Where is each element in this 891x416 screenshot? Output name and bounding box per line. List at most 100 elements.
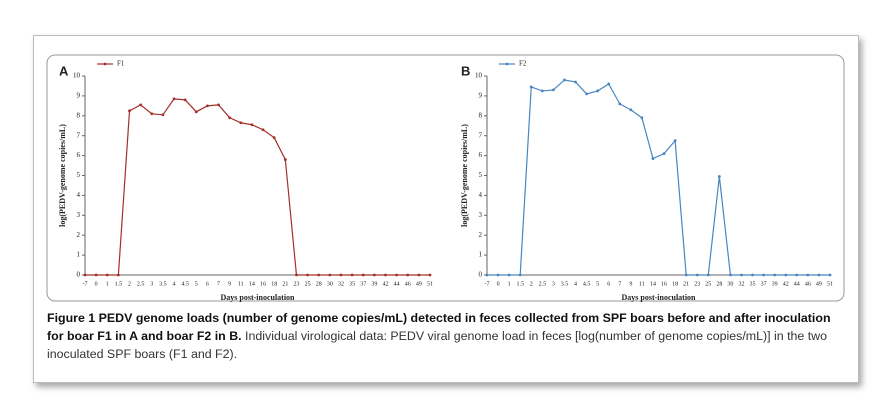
x-tick-label: 3.5 [159,281,167,287]
x-tick-label: 39 [371,281,377,287]
legend-label: F2 [519,60,527,68]
point [795,273,799,277]
point [339,273,343,277]
x-tick-label: 5 [195,281,198,287]
x-tick-label: 6 [607,281,610,287]
point [540,89,544,93]
y-tick-label: 10 [475,72,483,80]
point [496,273,500,277]
point [551,88,555,92]
point [372,273,376,277]
point [406,273,410,277]
x-tick-label: 14 [650,281,656,287]
x-tick-label: 30 [327,281,333,287]
point [217,103,220,107]
point [717,175,721,178]
x-tick-label: 28 [316,281,322,287]
x-tick-label: 1 [508,281,511,287]
point [817,273,821,277]
point [806,273,810,277]
x-tick-label: 42 [783,281,789,287]
point [485,273,489,277]
y-tick-label: 5 [77,171,81,179]
x-tick-label: 3.5 [561,281,569,287]
point [272,136,276,140]
y-tick-label: 10 [73,72,81,80]
point [384,273,387,277]
x-tick-label: 0 [95,281,98,287]
point [729,273,732,277]
point [395,273,399,277]
x-tick-label: 14 [249,281,255,287]
point [161,113,165,117]
y-tick-label: 3 [77,211,81,219]
y-tick-label: 2 [479,231,483,239]
y-axis-label: log(PEDV-genome copies/mL) [460,124,469,227]
point [585,92,588,96]
point [607,82,611,86]
point [773,273,777,277]
x-tick-label: 32 [738,281,744,287]
x-tick-label: 11 [238,281,244,287]
y-tick-label: 0 [479,271,483,279]
point [105,273,109,277]
legend-marker [505,62,509,66]
x-tick-label: 4 [574,281,577,287]
point [228,116,232,120]
x-tick-label: 3 [150,281,153,287]
point [239,121,243,125]
x-tick-label: 44 [394,281,400,287]
point [361,273,365,277]
x-tick-label: 37 [360,281,366,287]
y-tick-label: 3 [479,211,483,219]
point [139,103,143,107]
point [306,273,309,277]
point [673,139,677,143]
point [206,104,209,108]
y-tick-label: 6 [77,151,81,159]
point [94,273,98,277]
x-tick-label: 4.5 [583,281,591,287]
x-tick-label: 28 [716,281,722,287]
point [563,78,566,82]
point [283,158,287,161]
series-line [85,98,430,276]
panel-label: B [461,63,470,78]
y-tick-label: 7 [479,131,483,139]
x-tick-label: 49 [416,281,422,287]
x-tick-label: 11 [639,281,645,287]
y-tick-label: 2 [77,231,81,239]
point [428,273,432,277]
point [618,102,622,106]
point [662,152,666,156]
point [596,89,600,93]
x-tick-label: -7 [485,281,490,287]
point [295,273,298,277]
y-tick-label: 1 [77,251,81,259]
point [116,273,120,277]
point [250,123,254,127]
y-axis-label: log(PEDV-genome copies/mL) [58,124,67,227]
legend-marker [103,62,107,66]
x-tick-label: 23 [694,281,700,287]
caption-bold: Figure 1 PEDV genome loads (number of ge… [47,311,831,343]
point [784,273,788,277]
caption: Figure 1 PEDV genome loads (number of ge… [47,309,847,363]
y-tick-label: 5 [479,171,483,179]
x-tick-label: 37 [761,281,767,287]
x-tick-label: 2.5 [137,281,145,287]
point [529,85,533,89]
point [740,273,743,277]
x-tick-label: 0 [497,281,500,287]
x-tick-label: 2 [530,281,533,287]
x-tick-label: 21 [683,281,689,287]
y-tick-label: 4 [479,191,483,199]
point [150,112,154,116]
x-tick-label: 21 [282,281,288,287]
x-tick-label: 30 [727,281,733,287]
x-tick-label: 23 [293,281,299,287]
x-tick-label: 18 [271,281,277,287]
point [762,273,766,277]
x-tick-label: 49 [816,281,822,287]
